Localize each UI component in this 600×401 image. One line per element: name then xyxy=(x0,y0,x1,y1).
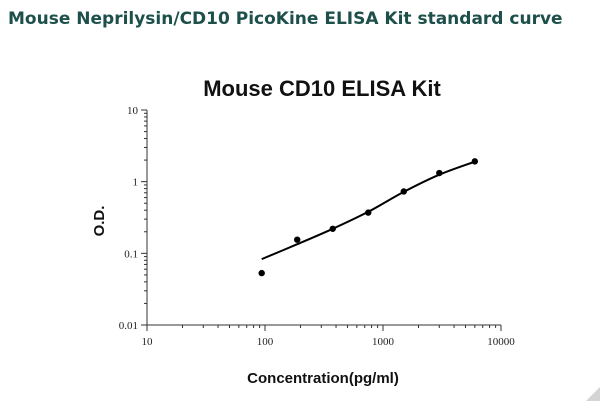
data-point xyxy=(400,188,407,195)
x-tick-label: 10 xyxy=(142,336,154,348)
data-point xyxy=(471,158,479,165)
x-tick-label: 100 xyxy=(257,336,274,348)
data-point xyxy=(294,236,301,243)
data-point xyxy=(329,225,336,232)
corner-fold-mark xyxy=(586,387,600,401)
page-heading: Mouse Neprilysin/CD10 PicoKine ELISA Kit… xyxy=(8,9,563,29)
y-tick-label: 1 xyxy=(133,177,139,189)
x-tick-label: 10000 xyxy=(487,336,515,348)
y-axis: 0.01 0.1 1 10 xyxy=(119,105,148,332)
data-point xyxy=(436,169,443,177)
chart-title: Mouse CD10 ELISA Kit xyxy=(203,76,441,101)
x-tick-label: 1000 xyxy=(372,336,395,348)
y-tick-label: 0.1 xyxy=(124,248,138,260)
data-point xyxy=(258,269,265,277)
y-axis-title: O.D. xyxy=(91,206,108,237)
data-points xyxy=(258,158,479,277)
x-axis-title: Concentration(pg/ml) xyxy=(247,370,399,387)
x-axis: 10 100 1000 10000 xyxy=(142,324,515,348)
y-tick-label: 0.01 xyxy=(119,320,138,332)
data-point xyxy=(365,209,372,216)
y-tick-label: 10 xyxy=(127,105,139,117)
